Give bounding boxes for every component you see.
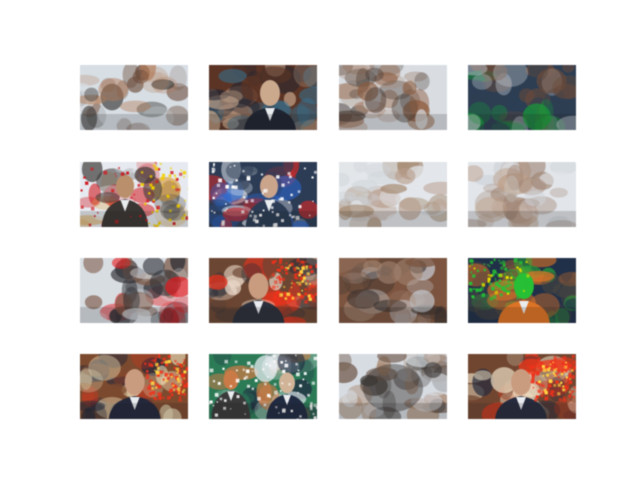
image-tile-r2c1 (80, 162, 188, 227)
image-tile-r4c3 (339, 354, 447, 419)
image-tile-r3c1 (80, 258, 188, 323)
tile-image (80, 162, 188, 227)
image-tile-r1c3 (339, 65, 447, 130)
image-tile-r2c3 (339, 162, 447, 227)
tile-image (339, 162, 447, 227)
image-tile-r1c4 (468, 65, 576, 130)
tile-image (209, 354, 317, 419)
tile-image (468, 162, 576, 227)
image-tile-r2c4 (468, 162, 576, 227)
image-tile-r1c2 (209, 65, 317, 130)
tile-image (209, 65, 317, 130)
tile-image (339, 354, 447, 419)
tile-image (80, 65, 188, 130)
tile-image (209, 258, 317, 323)
image-tile-r4c2 (209, 354, 317, 419)
tile-image (339, 65, 447, 130)
image-tile-r4c4 (468, 354, 576, 419)
tile-image (339, 258, 447, 323)
image-tile-r4c1 (80, 354, 188, 419)
tile-image (468, 65, 576, 130)
tile-image (468, 258, 576, 323)
image-tile-r3c3 (339, 258, 447, 323)
image-tile-r3c2 (209, 258, 317, 323)
image-tile-r1c1 (80, 65, 188, 130)
tile-image (80, 258, 188, 323)
tile-image (209, 162, 317, 227)
image-tile-r3c4 (468, 258, 576, 323)
image-tile-r2c2 (209, 162, 317, 227)
tile-image (80, 354, 188, 419)
tile-image (468, 354, 576, 419)
